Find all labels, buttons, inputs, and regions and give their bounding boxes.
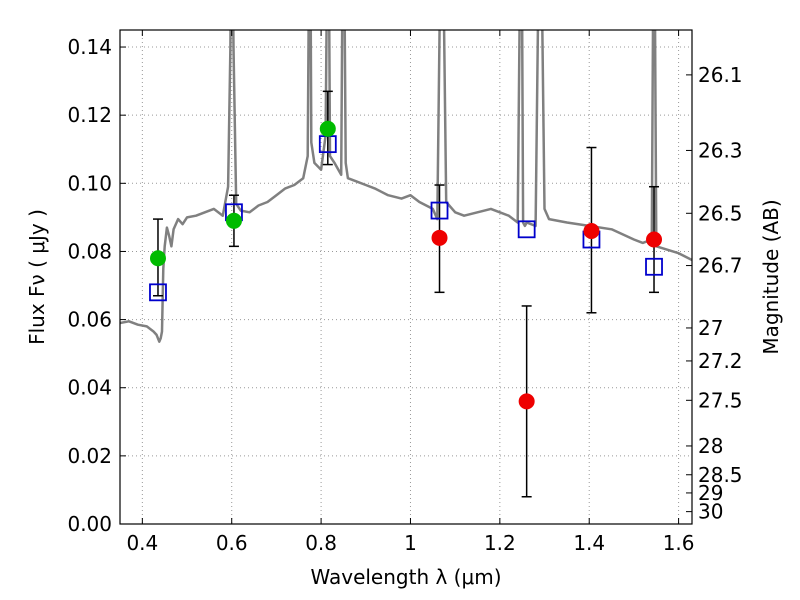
x-tick-label: 1 [404,531,417,555]
observed-point [431,229,448,246]
y-tick-label: 0.12 [67,103,112,127]
x-axis-label: Wavelength λ (μm) [310,565,501,589]
model-square-point [645,257,663,276]
mag-tick-label: 28.5 [698,463,743,487]
observed-point [518,393,535,410]
y-tick-label: 0.14 [67,35,112,59]
mag-tick-label: 29 [698,481,723,505]
y-tick-label: 0.04 [67,376,112,400]
plot-frame [119,29,693,525]
spectrum-line [120,30,692,343]
mag-tick-label: 26.5 [698,201,743,225]
x-tick-label: 0.6 [216,531,248,555]
x-tick-label: 1.6 [663,531,695,555]
mag-tick-label: 26.1 [698,63,743,87]
observed-point [319,120,336,137]
observed-point [646,231,663,248]
mag-tick-label: 27 [698,316,723,340]
y-axis-label: Flux Fν ( μJy ) [25,209,49,345]
y-tick-label: 0.10 [67,171,112,195]
mag-tick-label: 26.3 [698,138,743,162]
observed-point [583,223,600,240]
mag-tick-label: 28 [698,434,723,458]
mag-tick-label: 27.5 [698,388,743,412]
observed-point [149,250,166,267]
tick-labels: 0.4 0.6 0.8 1 1.2 1.4 1.6 0.00 0.02 0.04 0.06 0.08 0… [67,35,742,555]
mag-tick-label: 30 [698,500,723,524]
model-square-point [149,283,167,302]
observed-point [225,212,242,229]
y-tick-label: 0.08 [67,239,112,263]
y-tick-label: 0.06 [67,308,112,332]
axis-ticks [120,30,692,525]
y-axis-right-label: Magnitude (AB) [759,199,783,354]
y-tick-label: 0.00 [67,512,112,536]
x-tick-label: 0.4 [126,531,158,555]
x-tick-label: 0.8 [305,531,337,555]
x-tick-label: 1.4 [573,531,605,555]
model-square-point [430,201,449,220]
mag-tick-label: 26.7 [698,254,743,278]
mag-tick-label: 27.2 [698,349,743,373]
plot-area [120,30,692,498]
model-square-point [517,220,536,239]
y-tick-label: 0.02 [67,444,112,468]
x-tick-label: 1.2 [484,531,516,555]
